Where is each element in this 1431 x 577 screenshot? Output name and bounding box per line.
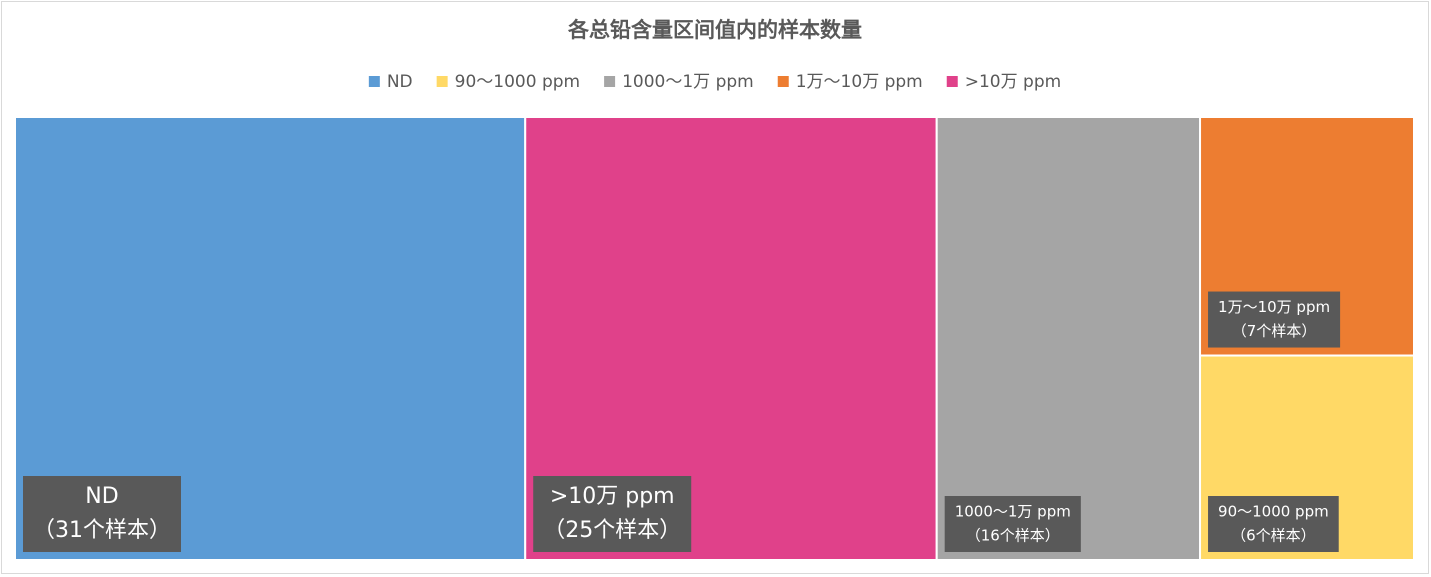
treemap-tile: [935, 116, 1202, 561]
label-value: （6个样本）: [1231, 527, 1316, 545]
data-label: >10万 ppm （25个样本）: [533, 476, 692, 552]
label-name: 90～1000 ppm: [1218, 503, 1329, 521]
legend-swatch: [604, 76, 616, 87]
legend-swatch: [436, 76, 448, 87]
label-box: [1208, 496, 1339, 552]
label-value: （31个样本）: [33, 518, 171, 543]
label-value: （25个样本）: [543, 518, 681, 543]
label-value: （16个样本）: [966, 527, 1060, 545]
legend-swatch: [946, 76, 958, 87]
data-labels: ND （31个样本） >10万 ppm （25个样本） 1000～1万 ppm （16个样…: [23, 291, 1341, 552]
chart-title: 各总铅含量区间值内的样本数量: [567, 18, 862, 42]
legend-item: 90～1000 ppm: [436, 72, 580, 92]
legend: ND 90～1000 ppm 1000～1万 ppm 1万～10万 ppm >10万 p…: [368, 72, 1061, 92]
legend-item: ND: [368, 72, 413, 92]
label-box: [944, 496, 1081, 552]
legend-label: ND: [387, 72, 413, 92]
data-label: 90～1000 ppm （6个样本）: [1208, 496, 1339, 552]
plot-area: [14, 116, 1415, 561]
legend-label: 90～1000 ppm: [455, 72, 580, 92]
data-label: 1000～1万 ppm （16个样本）: [944, 496, 1081, 552]
label-name: >10万 ppm: [550, 484, 675, 509]
data-label: 1万～10万 ppm （7个样本）: [1208, 291, 1341, 348]
legend-swatch: [777, 76, 789, 87]
label-box: [23, 476, 181, 552]
label-name: 1万～10万 ppm: [1218, 298, 1330, 316]
label-name: ND: [85, 484, 118, 509]
legend-item: >10万 ppm: [946, 72, 1061, 92]
data-label: ND （31个样本）: [23, 476, 181, 552]
legend-item: 1000～1万 ppm: [604, 72, 754, 92]
label-name: 1000～1万 ppm: [955, 503, 1071, 521]
legend-label: >10万 ppm: [965, 72, 1061, 92]
legend-label: 1000～1万 ppm: [622, 72, 754, 92]
label-value: （7个样本）: [1232, 322, 1317, 340]
legend-item: 1万～10万 ppm: [777, 72, 923, 92]
legend-label: 1万～10万 ppm: [796, 72, 923, 92]
label-box: [533, 476, 692, 552]
legend-swatch: [368, 76, 380, 87]
label-box: [1208, 291, 1341, 348]
